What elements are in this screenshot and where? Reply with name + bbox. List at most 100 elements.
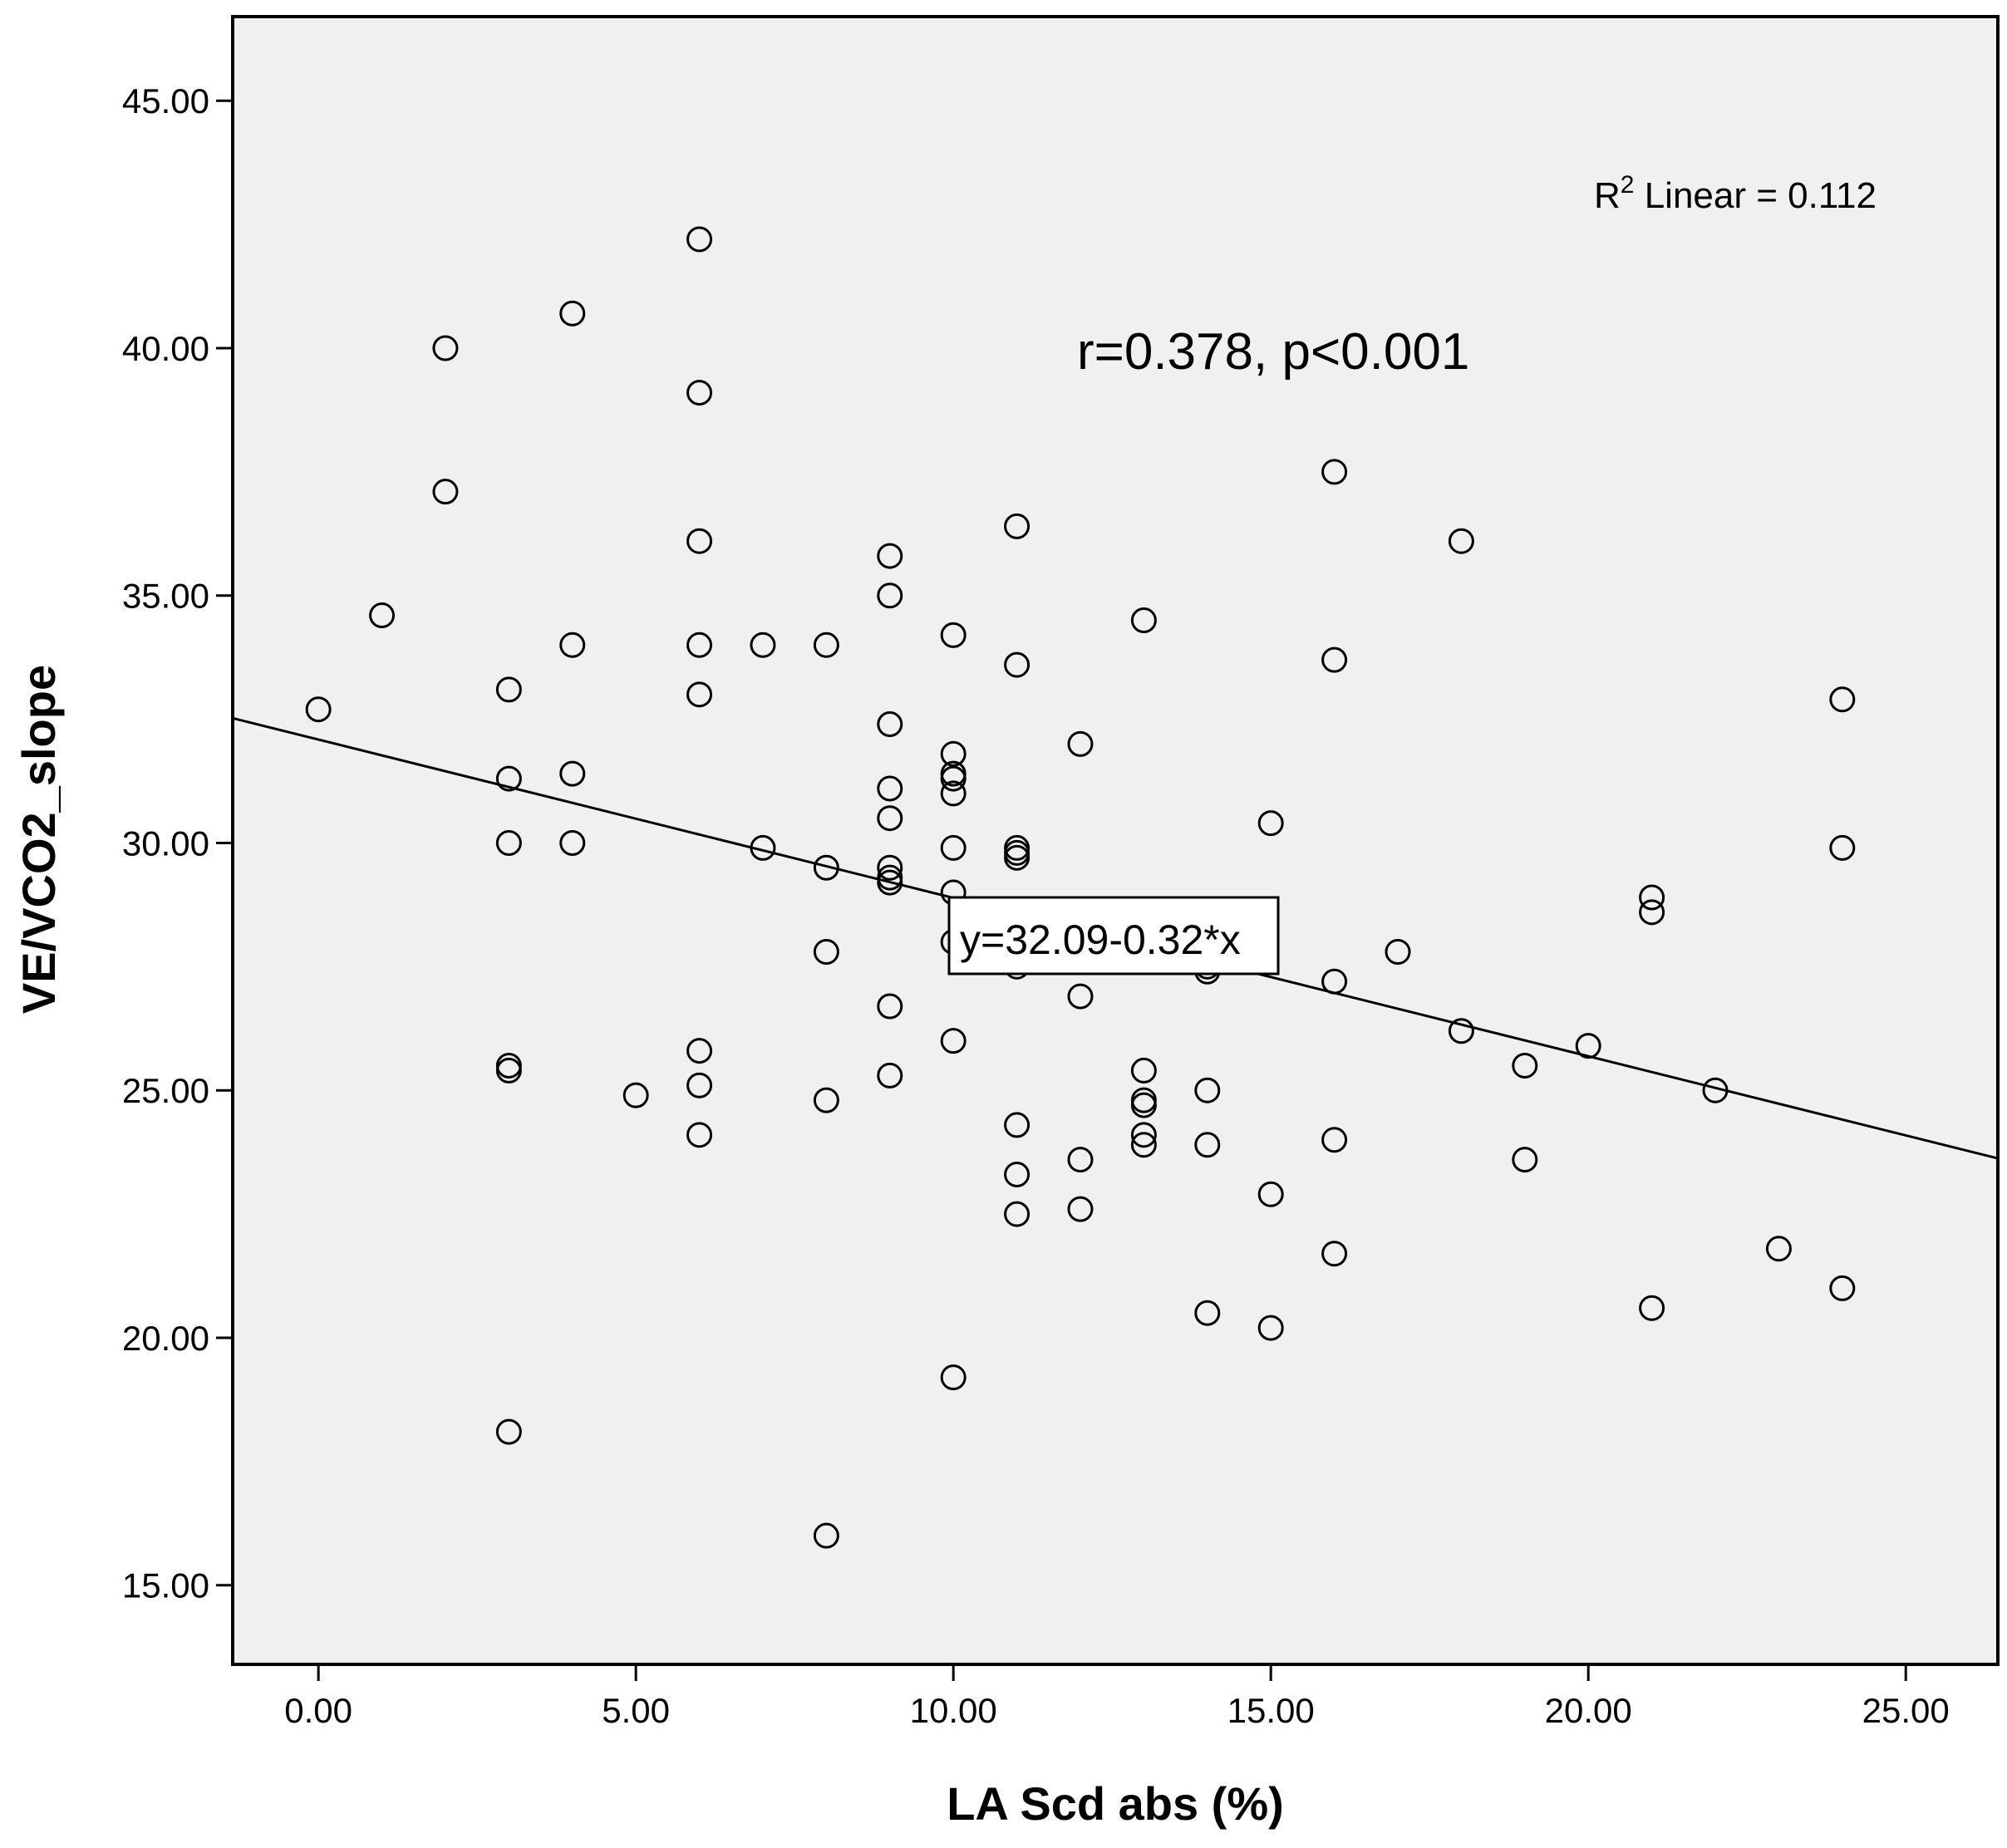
data-point: [1004, 1112, 1031, 1138]
data-point: [495, 1418, 522, 1445]
data-point: [686, 1038, 713, 1064]
data-point: [1257, 1181, 1284, 1207]
data-point: [1512, 1052, 1538, 1079]
x-tick-label: 0.00: [284, 1691, 352, 1730]
data-point: [1004, 839, 1031, 866]
data-point: [877, 775, 903, 802]
data-point: [1194, 1077, 1221, 1103]
data-point: [1194, 1132, 1221, 1158]
data-point: [750, 834, 776, 861]
x-axis-title: LA Scd abs (%): [947, 1777, 1284, 1830]
data-point: [686, 226, 713, 253]
y-axis-title: VE/VCO2_slope: [12, 665, 65, 1014]
data-point: [559, 632, 586, 658]
data-point: [877, 805, 903, 832]
y-tick-label: 25.00: [122, 1071, 209, 1110]
data-point: [813, 854, 839, 881]
data-point: [813, 632, 839, 658]
data-point: [940, 1028, 967, 1054]
data-point: [1765, 1236, 1792, 1262]
plot-background: [233, 17, 1998, 1664]
data-point: [1067, 1147, 1094, 1173]
data-point: [877, 854, 903, 881]
x-tick-label: 15.00: [1227, 1691, 1315, 1730]
data-point: [1130, 1122, 1157, 1148]
data-point: [1639, 884, 1665, 911]
data-point: [432, 479, 459, 505]
data-point: [686, 380, 713, 406]
x-axis: 0.00 5.00 10.00 15.00 20.00 25.00: [284, 1664, 1950, 1730]
data-point: [1130, 1057, 1157, 1084]
data-point: [1321, 646, 1348, 673]
data-point: [940, 780, 967, 807]
equation-text: y=32.09-0.32*x: [960, 917, 1241, 963]
y-tick-label: 45.00: [122, 81, 209, 120]
data-point: [1321, 1127, 1348, 1153]
data-point: [940, 1364, 967, 1391]
plot-frame: [231, 15, 2000, 1666]
data-point: [1067, 1196, 1094, 1222]
data-point: [686, 632, 713, 658]
y-axis: 15.00 20.00 25.00 30.00 35.00 40.00 45.00: [122, 81, 233, 1605]
y-tick-label: 40.00: [122, 329, 209, 368]
data-point: [559, 300, 586, 327]
data-point: [877, 993, 903, 1020]
data-point: [1321, 968, 1348, 995]
y-tick-label: 20.00: [122, 1319, 209, 1358]
scatter-points: [305, 226, 1856, 1549]
data-point: [369, 602, 396, 629]
data-point: [1004, 1161, 1031, 1187]
data-point: [495, 676, 522, 703]
y-tick-label: 30.00: [122, 823, 209, 863]
data-point: [877, 543, 903, 569]
equation-label: y=32.09-0.32*x: [947, 896, 1280, 976]
data-point: [1385, 938, 1411, 965]
data-point: [432, 335, 459, 361]
data-point: [1067, 730, 1094, 757]
data-point: [877, 1062, 903, 1089]
data-point: [877, 711, 903, 738]
data-point: [1257, 810, 1284, 837]
data-point: [559, 760, 586, 787]
data-point: [877, 582, 903, 609]
data-point: [1448, 528, 1474, 554]
r2-label: R2 Linear = 0.112: [1594, 171, 1877, 216]
data-point: [1004, 513, 1031, 539]
correlation-annotation: r=0.378, p<0.001: [1077, 323, 1469, 381]
data-point: [1321, 1241, 1348, 1267]
x-tick-label: 5.00: [602, 1691, 670, 1730]
data-point: [750, 632, 776, 658]
data-point: [1130, 1132, 1157, 1158]
data-point: [940, 622, 967, 648]
data-point: [1829, 686, 1856, 713]
x-tick-label: 25.00: [1862, 1691, 1950, 1730]
data-point: [1257, 1315, 1284, 1341]
data-point: [1575, 1033, 1601, 1059]
data-point: [1321, 459, 1348, 485]
data-point: [686, 1122, 713, 1148]
data-point: [1639, 899, 1665, 926]
data-point: [813, 1522, 839, 1549]
data-point: [495, 1057, 522, 1084]
data-point: [813, 938, 839, 965]
data-point: [686, 681, 713, 708]
data-point: [877, 864, 903, 891]
x-tick-label: 10.00: [910, 1691, 997, 1730]
data-point: [1512, 1147, 1538, 1173]
data-point: [1194, 1300, 1221, 1326]
y-tick-label: 15.00: [122, 1566, 209, 1605]
data-point: [686, 1072, 713, 1098]
data-point: [940, 740, 967, 767]
data-point: [1639, 1295, 1665, 1321]
data-point: [940, 765, 967, 792]
data-point: [1829, 834, 1856, 861]
data-point: [686, 528, 713, 554]
data-point: [813, 1087, 839, 1113]
data-point: [305, 696, 332, 723]
data-point: [495, 765, 522, 792]
data-point: [1004, 651, 1031, 678]
data-point: [622, 1082, 649, 1108]
x-tick-label: 20.00: [1545, 1691, 1632, 1730]
data-point: [1130, 1092, 1157, 1118]
